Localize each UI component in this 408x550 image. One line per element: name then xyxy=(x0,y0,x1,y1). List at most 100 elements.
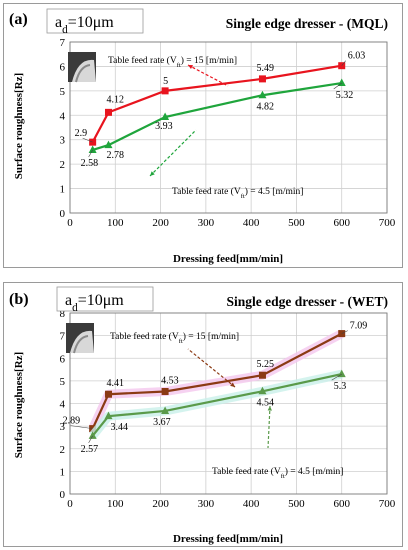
panel-a-dresser-photo-edge xyxy=(75,64,91,83)
panel-a-chart-title: Single edge dresser - (MQL) xyxy=(226,16,388,31)
panel-a-series-2-point xyxy=(88,145,97,153)
panel-b-x-tick-label: 700 xyxy=(379,498,396,510)
panel-b-y-tick-label: 6 xyxy=(60,353,66,365)
panel-b-annotation-arrow-1 xyxy=(187,348,236,388)
panel-b-data-label: 3.44 xyxy=(110,422,128,433)
panel-b-series-2-point xyxy=(88,431,97,439)
panel-a-x-tick-label: 700 xyxy=(379,217,396,229)
panel-a-x-tick-label: 0 xyxy=(67,217,73,229)
panel-a-series-1-line xyxy=(91,64,342,143)
panel-b-y-axis-label: Surface roughness[Rz] xyxy=(13,352,25,458)
panel-b-param-box xyxy=(56,286,154,312)
panel-b-y-tick-label: 5 xyxy=(60,376,66,388)
panel-a-y-tick-label: 3 xyxy=(60,135,66,147)
panel-a-annotation-arrow-2 xyxy=(149,129,197,177)
panel-a-param-box xyxy=(46,8,144,34)
panel-a-data-label: 2.78 xyxy=(106,150,124,161)
panel-a-series-1-point xyxy=(104,108,112,116)
panel-a-x-tick-label: 100 xyxy=(107,217,124,229)
panel-b-data-label: 7.09 xyxy=(350,321,368,332)
panel-a-series-2-point xyxy=(258,90,267,99)
panel-b-data-label: 5.25 xyxy=(256,359,274,370)
panel-b-x-tick-label: 200 xyxy=(152,498,169,510)
panel-a-param-label: ad=10μm xyxy=(55,14,114,36)
panel-b-annotation-1: Table feed rate (Vft) = 15 [m/min] xyxy=(110,331,239,345)
panel-a-annotation-arrow-1 xyxy=(187,64,229,87)
panel-a-y-tick-label: 0 xyxy=(60,208,66,220)
panel-a-annotation-arrowhead-2 xyxy=(150,171,155,176)
panel-a-series-2-point xyxy=(161,112,170,120)
panel-b-annotation-arrowhead-1 xyxy=(230,382,235,387)
panel-b-plot-border xyxy=(69,312,388,495)
panel-a-x-tick-label: 300 xyxy=(198,217,215,229)
panel-b-data-label: 2.89 xyxy=(63,416,80,427)
panel-a-data-label-leader xyxy=(341,60,346,66)
panel-b-y-tick-label: 2 xyxy=(60,444,66,456)
panel-b-x-tick-label: 100 xyxy=(107,498,124,510)
panel-b-series-2-point xyxy=(258,386,267,395)
panel-b-data-label: 4.54 xyxy=(256,397,274,408)
panel-a-data-label: 5.49 xyxy=(256,63,274,74)
panel-a-data-label: 2.58 xyxy=(81,158,99,169)
panel-a-x-tick-label: 600 xyxy=(333,217,350,229)
panel-b-data-label-leader xyxy=(88,435,93,444)
panel-b-x-tick-label: 0 xyxy=(67,498,73,510)
panel-b-chart-title: Single edge dresser - (WET) xyxy=(227,294,389,309)
panel-b-annotation-arrow-2 xyxy=(267,405,271,449)
panel-b-y-tick-label: 0 xyxy=(60,489,66,501)
panel-a-series-1-point xyxy=(258,75,266,83)
panel-a-annotation-2: Table feed rate (Vft) = 4.5 [m/min] xyxy=(172,186,303,200)
panel-a-y-tick-label: 6 xyxy=(60,61,66,73)
panel-a-series-2-point xyxy=(104,140,113,149)
panel-a-data-label: 3.93 xyxy=(155,121,173,132)
panel-b-panel-label: (b) xyxy=(9,291,29,308)
panel-a-y-tick-label: 7 xyxy=(60,37,66,49)
panel-b-y-tick-label: 8 xyxy=(60,308,66,320)
panel-b-x-tick-label: 300 xyxy=(198,498,215,510)
panel-b-series-1-point xyxy=(258,371,266,379)
panel-a-x-tick-label: 200 xyxy=(152,217,169,229)
panel-b-data-label-leader xyxy=(70,425,93,429)
panel-a-series-2-point xyxy=(337,78,346,87)
panel-b-y-tick-label: 7 xyxy=(60,331,66,343)
panel-b-data-label-leader xyxy=(341,330,348,334)
panel-b-y-tick-label: 1 xyxy=(60,466,66,478)
panel-a-y-tick-label: 1 xyxy=(60,184,66,196)
panel-b-data-label: 2.57 xyxy=(81,444,99,455)
panel-a-x-tick-label: 400 xyxy=(243,217,260,229)
panel-b-data-label: 4.53 xyxy=(161,376,179,387)
panel-a-plot-border xyxy=(69,41,388,214)
panel-a-series-1-point xyxy=(161,87,169,95)
panel-b-y-tick-label: 4 xyxy=(60,399,66,411)
panel-b-x-tick-label: 400 xyxy=(243,498,260,510)
panel-b-param-label: ad=10μm xyxy=(65,292,124,314)
panel-a-y-tick-label: 2 xyxy=(60,159,66,171)
panel-a-x-tick-label: 500 xyxy=(288,217,305,229)
panel-b-x-tick-label: 500 xyxy=(288,498,305,510)
panel-a-data-label: 5 xyxy=(163,76,168,87)
panel-a-data-label: 4.12 xyxy=(106,94,124,105)
panel-a-data-label: 2.9 xyxy=(75,128,88,139)
panel-a-data-label-leader xyxy=(333,82,342,90)
panel-a-data-label: 4.82 xyxy=(256,101,274,112)
panel-b-series-2-point xyxy=(104,411,113,420)
panel-a-panel-label: (a) xyxy=(9,11,28,28)
panel-b-y-tick-label: 3 xyxy=(60,421,66,433)
panel-a-annotation-1: Table feed rate (Vft) = 15 [m/min] xyxy=(108,55,237,69)
panel-a-data-label: 5.32 xyxy=(336,90,354,101)
panel-a-data-label: 6.03 xyxy=(348,51,366,62)
panel-b-data-label: 3.67 xyxy=(153,417,171,428)
panel-b-data-label-leader xyxy=(331,373,342,381)
panel-b-series-1-point xyxy=(161,388,169,396)
panel-b-data-label: 5.3 xyxy=(334,381,347,392)
panel-a-y-tick-label: 5 xyxy=(60,86,66,98)
panel-b-x-tick-label: 600 xyxy=(333,498,350,510)
panel-b-annotation-arrowhead-2 xyxy=(267,406,272,411)
panel-a-data-label-leader xyxy=(82,137,93,143)
panel-b-data-label: 4.41 xyxy=(106,378,124,389)
panel-a-y-axis-label: Surface roughness[Rz] xyxy=(13,73,25,179)
panel-b-series-1-point xyxy=(104,390,112,398)
panel-a-data-label-leader xyxy=(88,149,93,158)
panel-b-dresser-photo-edge xyxy=(73,335,89,354)
